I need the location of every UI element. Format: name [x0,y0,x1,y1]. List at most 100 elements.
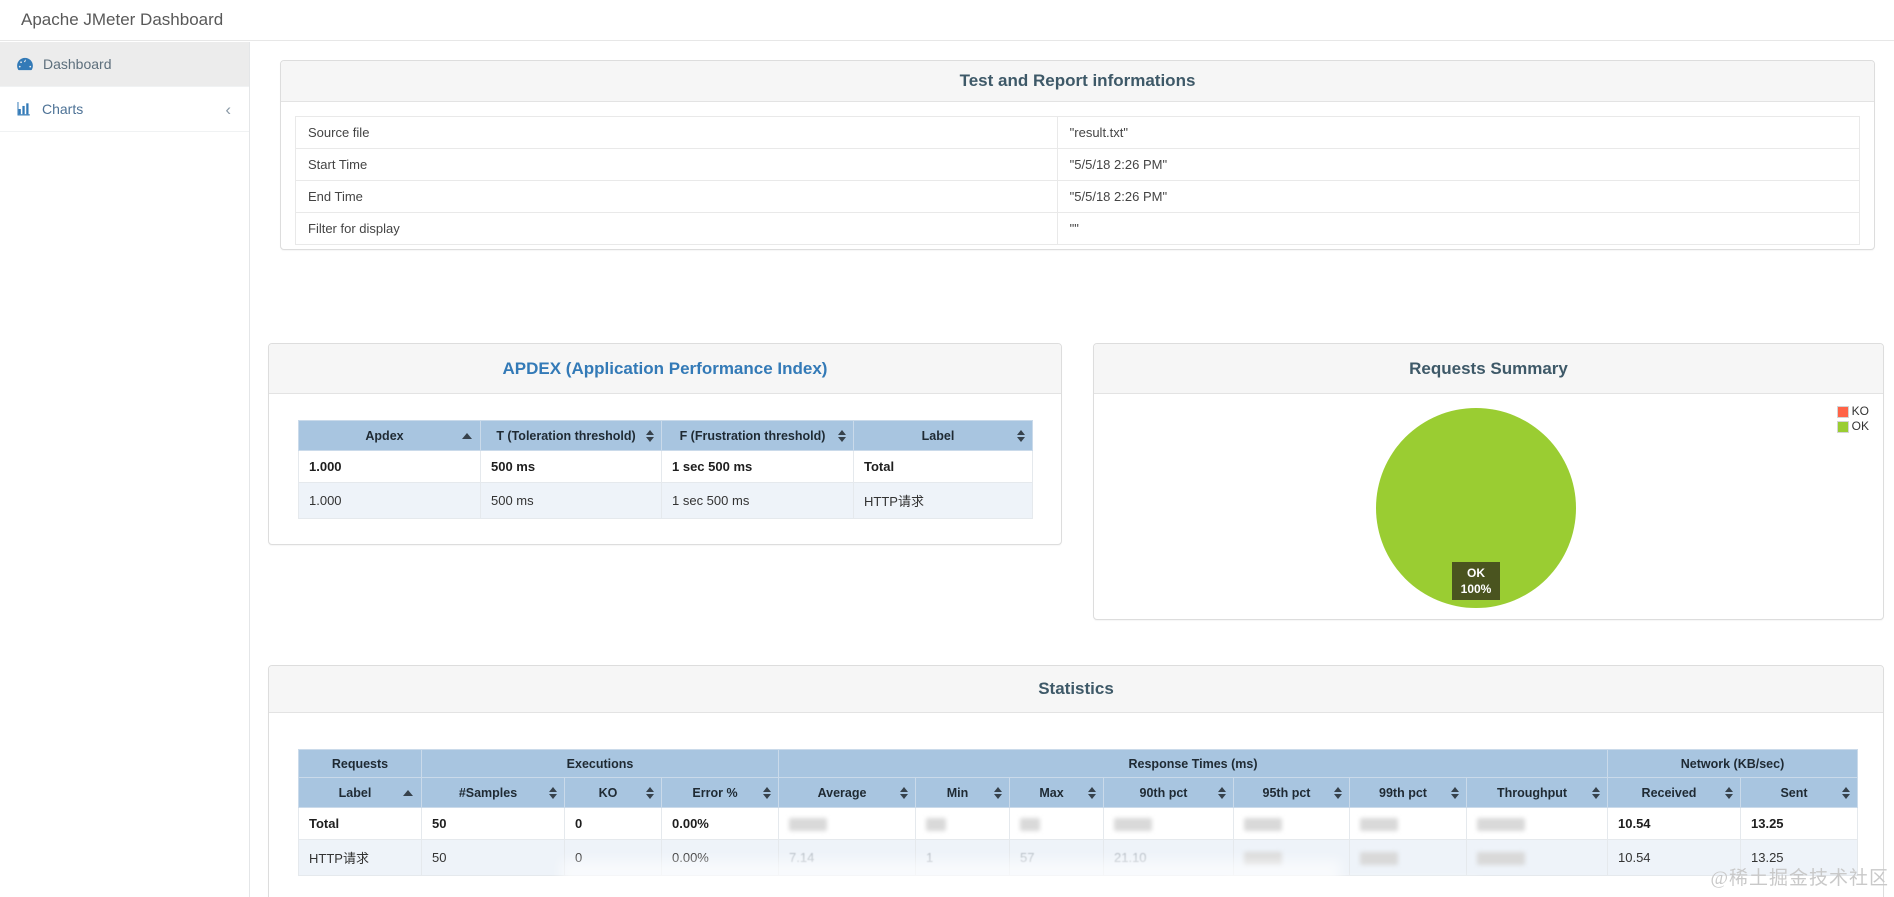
table-cell: 1.000 [298,450,481,483]
statistics-panel: Statistics Requests Executions Response Ti… [268,665,1884,897]
table-row: End Time "5/5/18 2:26 PM" [295,180,1861,213]
column-header-90th-pct[interactable]: 90th pct [1103,777,1234,808]
table-cell: 0.00% [661,806,779,841]
table-header-row: Apdex T (Toleration threshold) F (Frustrat… [298,420,1033,451]
pie-label-name: OK [1467,566,1485,580]
sort-icon [1725,786,1733,799]
table-cell: HTTP请求 [853,482,1033,519]
table-cell: Total [298,806,422,841]
requests-summary-panel: Requests Summary KO OK OK 100% [1093,343,1884,620]
table-row: 1.000 500 ms 1 sec 500 ms Total [298,450,1033,483]
sort-icon [900,786,908,799]
table-row: Start Time "5/5/18 2:26 PM" [295,148,1861,181]
info-value: "5/5/18 2:26 PM" [1056,180,1861,213]
table-row: 1.000 500 ms 1 sec 500 ms HTTP请求 [298,482,1033,519]
legend-item-ok: OK [1836,419,1869,434]
sort-icon [994,786,1002,799]
panel-title: Statistics [269,666,1883,713]
column-header-f-frustration-threshold[interactable]: F (Frustration threshold) [661,420,854,451]
table-row: Total 50 0 0.00% 10.54 13.25 [298,806,1858,841]
sort-icon [549,786,557,799]
column-header-max[interactable]: Max [1009,777,1104,808]
table-row: Source file "result.txt" [295,116,1861,149]
sort-asc-icon [403,789,413,796]
redacted-value [1477,818,1525,832]
column-header-ko[interactable]: KO [564,777,662,808]
table-cell: 1 [915,839,1010,877]
statistics-table: Requests Executions Response Times (ms) Net… [298,749,1858,877]
info-label: Filter for display [295,212,1058,245]
column-header-label[interactable]: Label [853,420,1033,451]
table-cell: 10.54 [1607,806,1741,841]
blur-smear [1221,881,1481,897]
apdex-table: Apdex T (Toleration threshold) F (Frustrat… [298,420,1033,519]
table-cell [1233,839,1350,877]
app-title: Apache JMeter Dashboard [21,10,224,29]
sort-asc-icon [462,432,472,439]
sidebar-item-label: Charts [42,101,84,117]
table-cell: 0 [564,806,662,841]
table-cell [778,806,916,841]
pie-slice-ok [1376,408,1576,608]
chevron-left-icon[interactable]: ‹ [225,99,231,119]
legend-label: KO [1851,404,1869,418]
legend-label: OK [1851,419,1869,433]
sort-icon [1592,786,1600,799]
sort-icon [1334,786,1342,799]
info-label: End Time [295,180,1058,213]
table-cell: 7.14 [778,839,916,877]
table-cell: 50 [421,806,565,841]
legend-item-ko: KO [1836,404,1869,419]
sidebar-item-label: Dashboard [43,56,112,72]
column-header-t-toleration-threshold[interactable]: T (Toleration threshold) [480,420,662,451]
column-header-error[interactable]: Error % [661,777,779,808]
top-bar: Apache JMeter Dashboard [0,0,1894,41]
column-header-99th-pct[interactable]: 99th pct [1349,777,1467,808]
column-header-label[interactable]: Label [298,777,422,808]
sidebar: Dashboard Charts ‹ [0,42,250,897]
table-cell: 500 ms [480,482,662,519]
table-cell [1466,806,1608,841]
table-cell [1103,806,1234,841]
pie-slice-label: OK 100% [1452,562,1500,600]
watermark: @稀土掘金技术社区 [1710,868,1889,889]
table-cell [1349,806,1467,841]
column-header-samples[interactable]: #Samples [421,777,565,808]
table-cell [915,806,1010,841]
panel-title: Test and Report informations [281,61,1874,102]
requests-summary-pie-chart [1376,408,1576,608]
column-header-average[interactable]: Average [778,777,916,808]
sidebar-item-charts[interactable]: Charts ‹ [0,87,249,132]
sidebar-item-dashboard[interactable]: Dashboard [0,42,249,87]
table-cell: 1 sec 500 ms [661,450,854,483]
sort-icon [1451,786,1459,799]
column-header-min[interactable]: Min [915,777,1010,808]
apdex-panel: APDEX (Application Performance Index) Ap… [268,343,1062,545]
column-group-requests: Requests [298,749,422,778]
table-header-row: Label #Samples KO Error % Average Min Max 90th … [298,777,1858,808]
table-cell: 500 ms [480,450,662,483]
sort-icon [1842,786,1850,799]
redacted-value [926,818,946,832]
column-header-sent[interactable]: Sent [1740,777,1858,808]
redacted-value [1244,818,1282,832]
sort-icon [1088,786,1096,799]
column-header-95th-pct[interactable]: 95th pct [1233,777,1350,808]
table-cell: HTTP请求 [298,839,422,877]
redacted-value [1360,818,1398,832]
column-header-throughput[interactable]: Throughput [1466,777,1608,808]
info-label: Source file [295,116,1058,149]
column-header-received[interactable]: Received [1607,777,1741,808]
sort-icon [763,786,771,799]
pie-label-percent: 100% [1460,582,1492,596]
table-cell: 50 [421,839,565,877]
column-group-response-times-ms: Response Times (ms) [778,749,1608,778]
pie-legend: KO OK [1836,404,1869,434]
table-cell: Total [853,450,1033,483]
redacted-value [1020,818,1040,832]
bar-chart-icon [17,102,32,116]
column-header-apdex[interactable]: Apdex [298,420,481,451]
info-value: "5/5/18 2:26 PM" [1056,148,1861,181]
test-report-info-panel: Test and Report informations Source file… [280,60,1875,250]
